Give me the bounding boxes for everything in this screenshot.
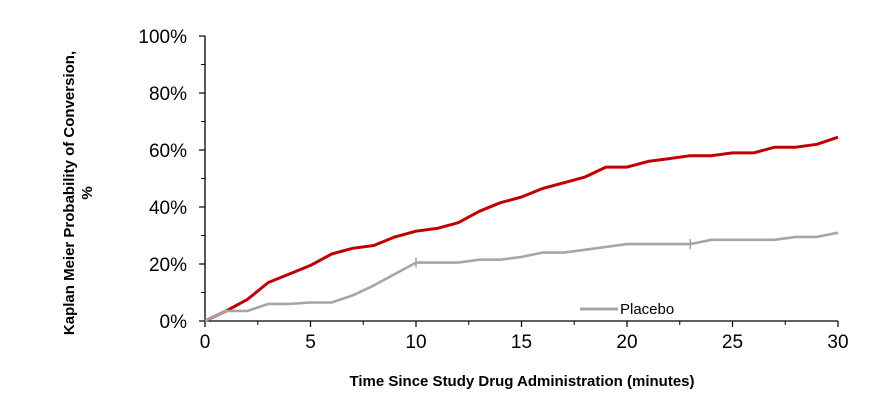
x-tick-label-15: 15: [511, 332, 532, 353]
y-axis-title-line-1: Kaplan Meier Probability of Conversion,: [61, 51, 78, 335]
y-tick-label-20: 20%: [149, 255, 187, 276]
series-line-series-1: [204, 135, 839, 323]
x-tick-label-10: 10: [405, 332, 426, 353]
x-axis-title: Time Since Study Drug Administration (mi…: [349, 373, 694, 390]
y-tick-label-40: 40%: [149, 198, 187, 219]
x-tick-label-30: 30: [827, 332, 848, 353]
x-tick-label-5: 5: [305, 332, 316, 353]
series-line-placebo: [204, 231, 839, 323]
y-axis-title-line-2: %: [79, 186, 96, 199]
series-layer: [204, 135, 839, 323]
y-tick-label-80: 80%: [149, 84, 187, 105]
x-tick-label-25: 25: [722, 332, 743, 353]
y-tick-label-0: 0%: [160, 312, 188, 333]
x-tick-label-0: 0: [200, 332, 211, 353]
x-tick-label-20: 20: [616, 332, 637, 353]
ticks: 0% 20% 40% 60% 80% 100% 0 5 10 15 20 25 30: [138, 27, 848, 353]
legend: Placebo: [580, 301, 674, 318]
y-tick-label-100: 100%: [138, 27, 187, 48]
axes: [204, 36, 838, 322]
legend-label-placebo: Placebo: [620, 301, 674, 318]
y-tick-label-60: 60%: [149, 141, 187, 162]
y-axis-title: Kaplan Meier Probability of Conversion,%: [61, 51, 96, 335]
